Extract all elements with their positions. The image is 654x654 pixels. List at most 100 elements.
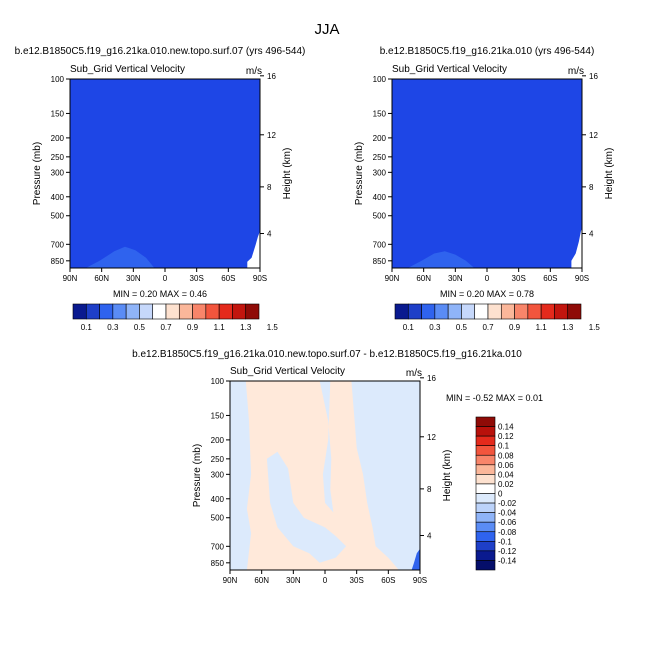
negative-region bbox=[230, 381, 252, 570]
colorbar-label: -0.14 bbox=[498, 556, 517, 565]
y-tick-label: 500 bbox=[51, 212, 65, 221]
colorbar-label: 1.5 bbox=[589, 323, 601, 332]
colorbar-label: 1.3 bbox=[240, 323, 252, 332]
colorbar-label: -0.08 bbox=[498, 528, 517, 537]
panel-subtitle: Sub_Grid Vertical Velocity bbox=[70, 64, 185, 75]
colorbar-cell bbox=[487, 303, 502, 320]
y-tick-label: 250 bbox=[51, 153, 65, 162]
y2-tick-label: 12 bbox=[589, 131, 598, 140]
y-tick-label: 500 bbox=[211, 514, 225, 523]
y-axis-label: Pressure (mb) bbox=[354, 142, 365, 205]
colorbar-cell bbox=[218, 303, 233, 320]
colorbar-cell bbox=[475, 483, 496, 494]
y2-tick-label: 12 bbox=[267, 131, 276, 140]
x-tick-label: 90N bbox=[385, 274, 400, 283]
units-label: m/s bbox=[568, 66, 584, 77]
y-tick-label: 200 bbox=[211, 436, 225, 445]
colorbar-cell bbox=[567, 303, 582, 320]
colorbar-label: 0 bbox=[498, 490, 503, 499]
negative-region bbox=[319, 381, 334, 513]
colorbar-cell bbox=[475, 474, 496, 485]
negative-region bbox=[266, 451, 347, 563]
page-title: JJA bbox=[314, 21, 339, 38]
panel-title: b.e12.B1850C5.f19_g16.21ka.010.new.topo.… bbox=[15, 46, 306, 57]
y-tick-label: 250 bbox=[373, 153, 387, 162]
panel-title: b.e12.B1850C5.f19_g16.21ka.010.new.topo.… bbox=[132, 349, 522, 360]
colorbar-cell bbox=[475, 512, 496, 523]
x-tick-label: 90S bbox=[413, 576, 427, 585]
colorbar-label: 0.3 bbox=[429, 323, 441, 332]
colorbar-label: 0.06 bbox=[498, 461, 514, 470]
colorbar-label: -0.06 bbox=[498, 518, 517, 527]
y-tick-label: 250 bbox=[211, 455, 225, 464]
colorbar-cell bbox=[475, 445, 496, 456]
x-tick-label: 60N bbox=[416, 274, 431, 283]
y-tick-label: 850 bbox=[373, 257, 387, 266]
y-tick-label: 150 bbox=[211, 411, 225, 420]
colorbar-cell bbox=[475, 550, 496, 561]
x-tick-label: 30S bbox=[512, 274, 526, 283]
colorbar-label: -0.02 bbox=[498, 499, 517, 508]
x-tick-label: 90S bbox=[575, 274, 589, 283]
colorbar-cell bbox=[165, 303, 180, 320]
y-tick-label: 300 bbox=[211, 470, 225, 479]
negative-region bbox=[351, 381, 420, 570]
colorbar-cell bbox=[475, 426, 496, 437]
colorbar-label: 0.02 bbox=[498, 480, 514, 489]
colorbar-cell bbox=[99, 303, 114, 320]
y2-axis-label: Height (km) bbox=[442, 450, 453, 502]
units-label: m/s bbox=[246, 66, 262, 77]
colorbar-cell bbox=[475, 454, 496, 466]
x-tick-label: 60N bbox=[254, 576, 269, 585]
colorbar-label: 0.14 bbox=[498, 423, 514, 432]
colorbar-cell bbox=[475, 416, 496, 427]
min-max-readout: MIN = -0.52 MAX = 0.01 bbox=[446, 393, 543, 403]
colorbar-label: 0.9 bbox=[509, 323, 521, 332]
y-axis-label: Pressure (mb) bbox=[32, 142, 43, 205]
panel-title: b.e12.B1850C5.f19_g16.21ka.010 (yrs 496-… bbox=[380, 46, 595, 57]
y-tick-label: 150 bbox=[51, 109, 65, 118]
colorbar-cell bbox=[527, 303, 542, 320]
colorbar-label: 0.1 bbox=[498, 442, 510, 451]
colorbar-label: 0.5 bbox=[134, 323, 146, 332]
y-axis-label: Pressure (mb) bbox=[192, 444, 203, 507]
colorbar-label: 0.1 bbox=[403, 323, 415, 332]
colorbar-cell bbox=[245, 303, 260, 320]
colorbar-cell bbox=[475, 435, 496, 446]
y2-tick-label: 16 bbox=[589, 72, 598, 81]
colorbar-cell bbox=[152, 303, 167, 320]
y-tick-label: 700 bbox=[51, 240, 65, 249]
x-tick-label: 60S bbox=[381, 576, 395, 585]
x-tick-label: 0 bbox=[485, 274, 490, 283]
colorbar-cell bbox=[434, 303, 449, 320]
units-label: m/s bbox=[406, 368, 422, 379]
colorbar-cell bbox=[461, 303, 476, 320]
colorbar-cell bbox=[112, 303, 127, 320]
y-tick-label: 150 bbox=[373, 109, 387, 118]
colorbar-cell bbox=[475, 464, 496, 475]
colorbar-label: 0.7 bbox=[482, 323, 494, 332]
colorbar-label: 0.1 bbox=[81, 323, 93, 332]
colorbar-cell bbox=[232, 303, 247, 320]
x-tick-label: 90N bbox=[223, 576, 238, 585]
y-tick-label: 700 bbox=[211, 542, 225, 551]
colorbar-cell bbox=[475, 493, 496, 504]
y-tick-label: 200 bbox=[373, 134, 387, 143]
colorbar-cell bbox=[72, 303, 87, 320]
y2-tick-label: 12 bbox=[427, 433, 436, 442]
colorbar-cell bbox=[475, 502, 496, 513]
panel-subtitle: Sub_Grid Vertical Velocity bbox=[230, 366, 345, 377]
x-tick-label: 30S bbox=[350, 576, 364, 585]
x-tick-label: 30N bbox=[126, 274, 141, 283]
colorbar-cell bbox=[407, 303, 422, 320]
panel-new-topo: b.e12.B1850C5.f19_g16.21ka.010.new.topo.… bbox=[15, 46, 306, 332]
colorbar-cell bbox=[125, 303, 140, 320]
colorbar-cell bbox=[139, 303, 154, 320]
y2-tick-label: 16 bbox=[267, 72, 276, 81]
y2-tick-label: 8 bbox=[427, 485, 432, 494]
y-tick-label: 400 bbox=[51, 193, 65, 202]
colorbar-label: 0.7 bbox=[160, 323, 172, 332]
y-tick-label: 300 bbox=[51, 168, 65, 177]
colorbar-cell bbox=[421, 303, 436, 320]
